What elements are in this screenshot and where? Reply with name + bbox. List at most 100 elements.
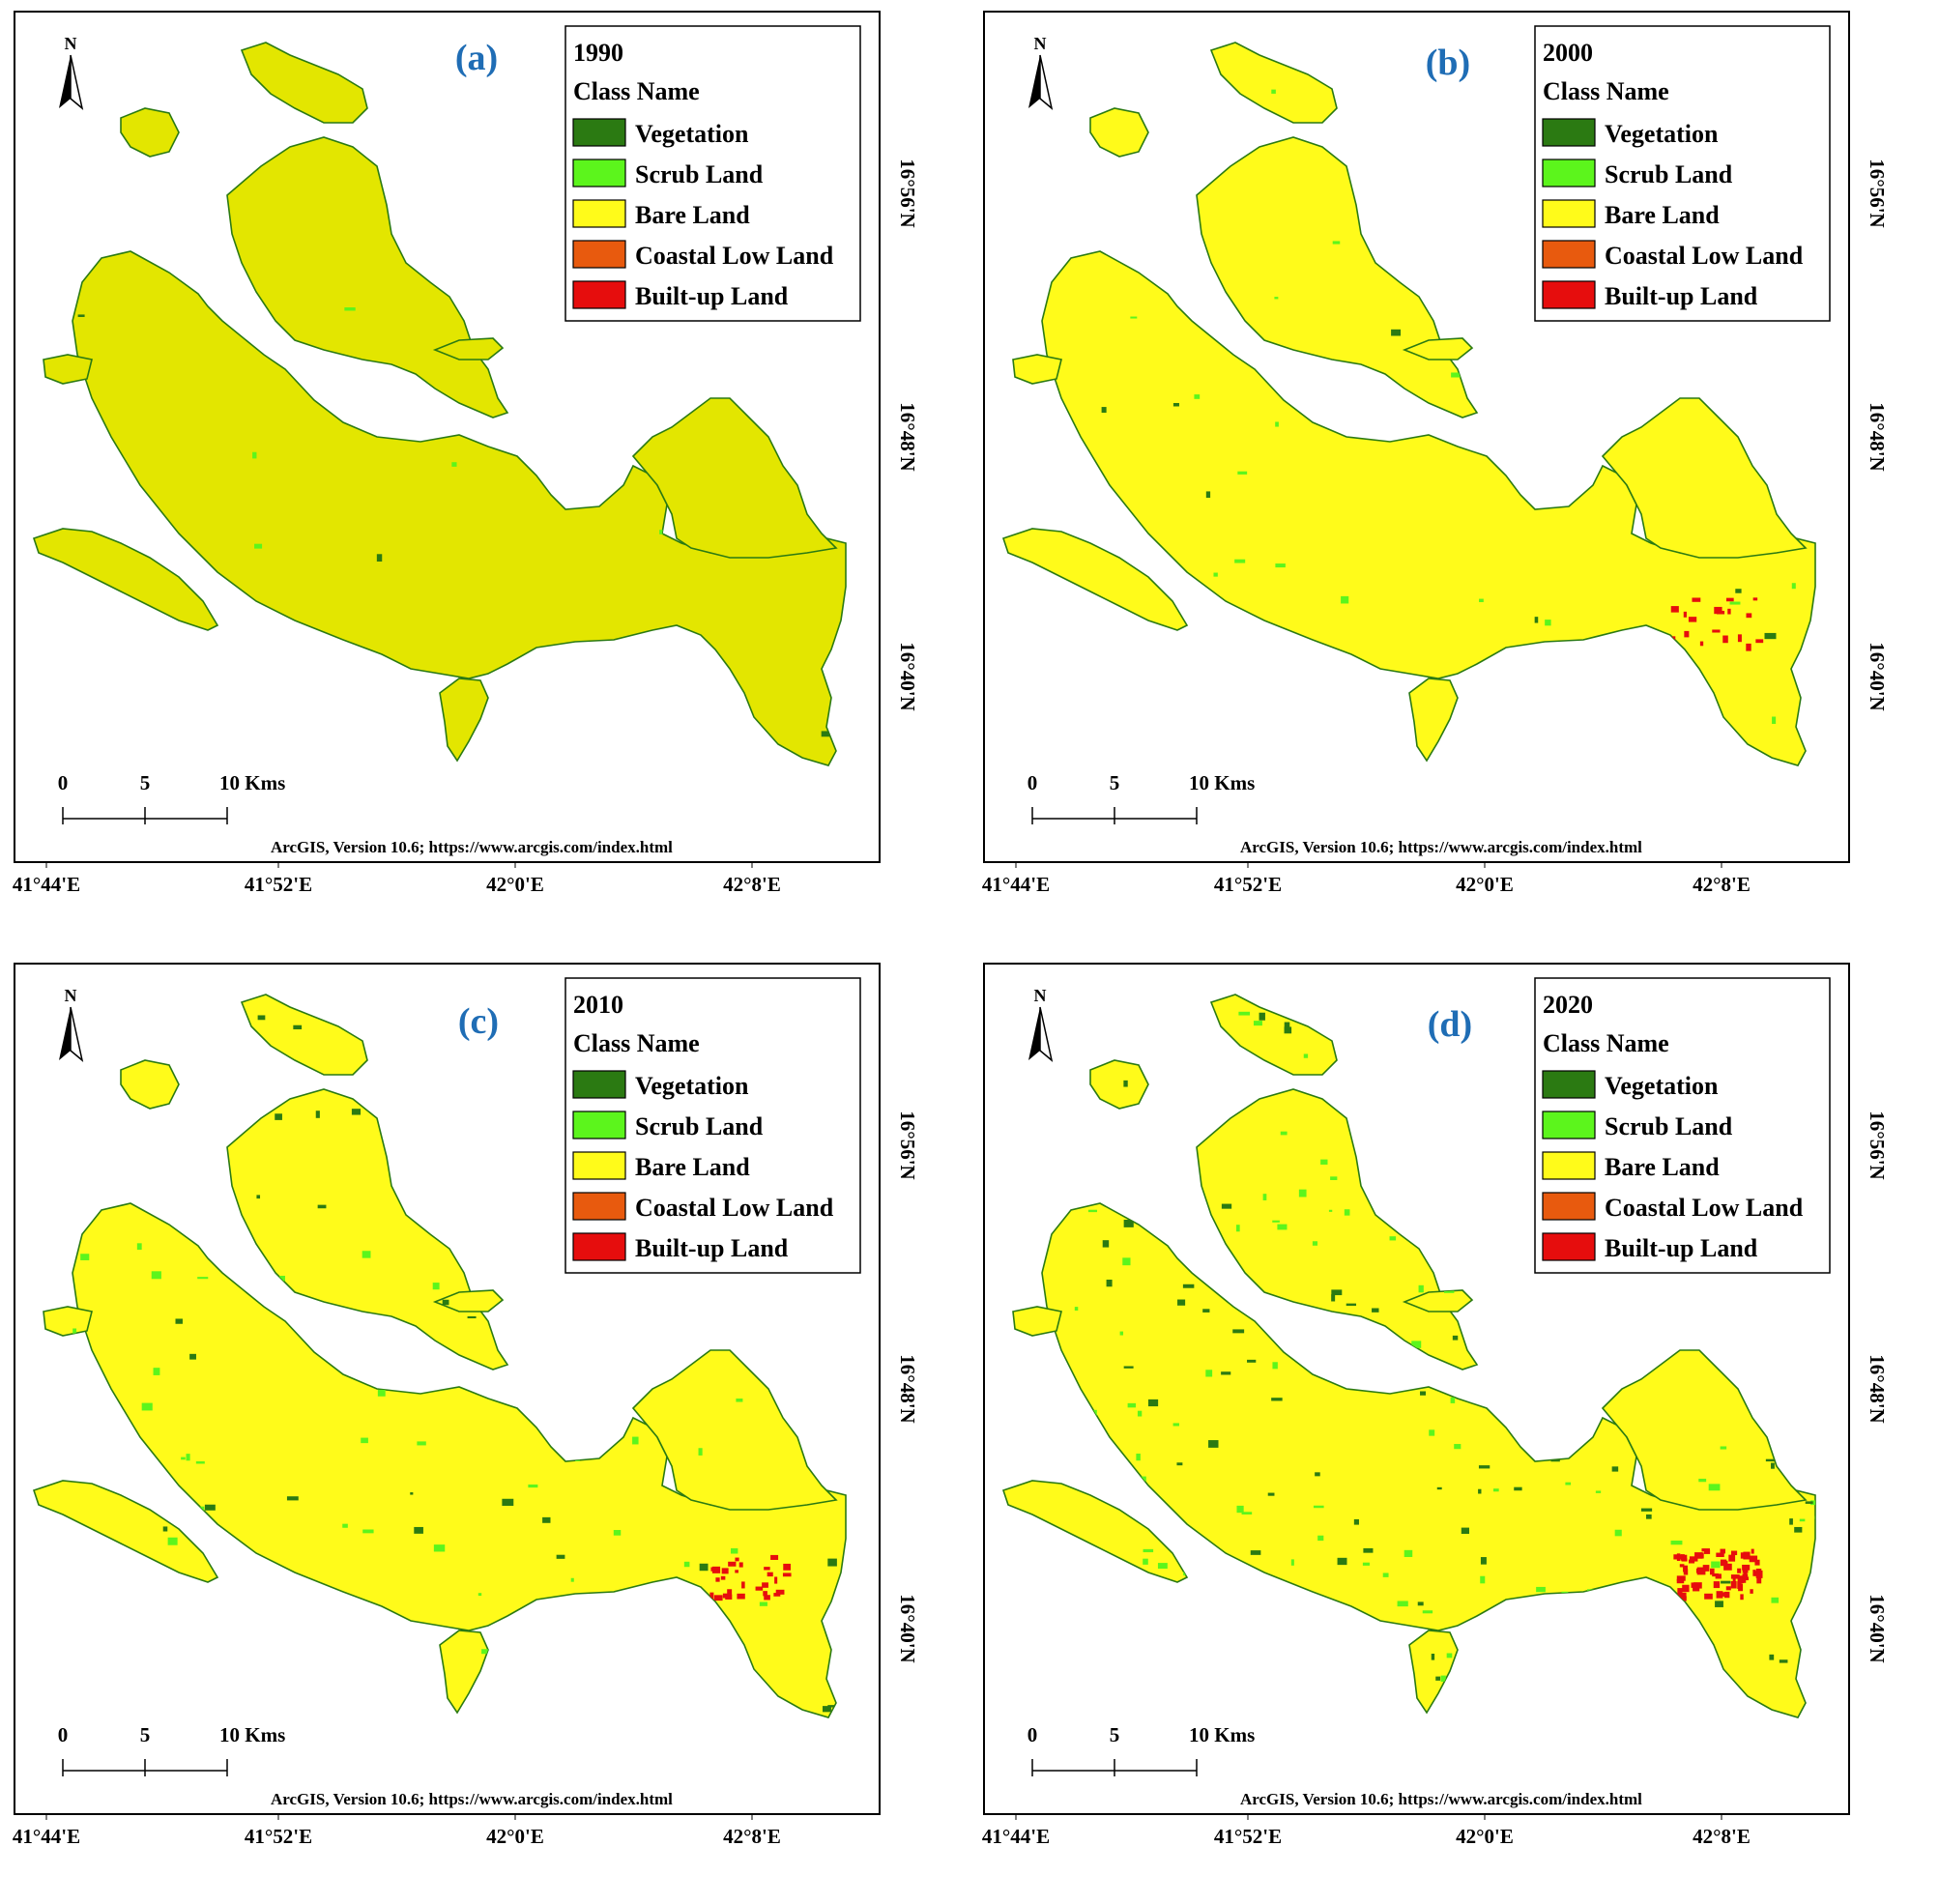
land-polygon [1012,1306,1062,1337]
legend-swatch-built-up-land [572,280,626,309]
legend-year: 2010 [573,991,623,1019]
scale-tick-5: 5 [140,771,151,794]
land-cover-layer [32,994,847,1718]
map-svg: N (c) 2010 Class Name Vegetation Scrub Land Ba… [13,963,919,1848]
north-label: N [1034,986,1047,1005]
longitude-tick: 41°44'E [13,873,80,896]
north-arrow-icon: N [59,34,84,110]
scale-bar: 0 5 10 Kms [1027,771,1255,824]
panel-letter: (b) [1426,43,1470,83]
legend-swatch-built-up-land [1542,1232,1596,1261]
legend-label-built-up-land: Built-up Land [1605,282,1758,310]
north-arrow-icon: N [1028,986,1054,1062]
north-label: N [65,34,77,53]
scale-tick-10: 10 Kms [219,1723,285,1746]
legend-year: 2020 [1543,991,1593,1019]
panel-letter: (a) [455,38,498,78]
longitude-tick: 42°0'E [486,873,544,896]
land-polygon [631,1349,838,1511]
land-polygon [1408,1630,1459,1715]
legend-swatch-built-up-land [572,1232,626,1261]
scale-tick-0: 0 [58,1723,69,1746]
legend: 2020 Class Name Vegetation Scrub Land Bare L… [1534,977,1831,1274]
legend-label-bare-land: Bare Land [635,201,750,229]
land-polygon [1402,1289,1474,1313]
north-arrow-icon: N [59,986,84,1062]
north-label: N [65,986,77,1005]
land-polygon [32,1480,219,1583]
land-polygon [1209,42,1338,124]
legend-swatch-coastal-low-land [1542,240,1596,269]
longitude-tick: 42°8'E [1693,873,1751,896]
legend: 1990 Class Name Vegetation Scrub Land Bare L… [564,25,861,322]
longitude-tick: 41°52'E [1214,1825,1282,1848]
land-polygon [1601,397,1808,559]
longitude-tick: 42°8'E [723,873,781,896]
land-polygon [1408,678,1459,763]
legend-year: 1990 [573,39,623,67]
longitude-tick: 41°44'E [982,1825,1050,1848]
latitude-tick: 16°40'N [1866,1594,1889,1662]
land-polygon [1041,250,1816,766]
longitude-tick: 41°44'E [13,1825,80,1848]
latitude-tick: 16°48'N [896,1354,919,1423]
legend-swatch-scrub-land [572,159,626,188]
land-polygon [226,1088,509,1370]
land-polygon [1402,337,1474,361]
latitude-tick: 16°40'N [1866,642,1889,710]
land-polygon [240,42,368,124]
map-svg: N (d) 2020 Class Name Vegetation Scrub Land Ba… [982,963,1889,1848]
map-svg: N (a) 1990 Class Name Vegetation Scrub Land Ba… [13,11,919,896]
legend-swatch-built-up-land [1542,280,1596,309]
land-polygon [72,250,847,766]
longitude-tick: 42°8'E [1693,1825,1751,1848]
land-cover-layer [1001,42,1816,766]
land-polygon [432,337,505,361]
scale-tick-0: 0 [58,771,69,794]
legend-swatch-scrub-land [1542,1111,1596,1140]
land-polygon [439,678,489,763]
legend: 2000 Class Name Vegetation Scrub Land Bare L… [1534,25,1831,322]
scale-tick-10: 10 Kms [219,771,285,794]
panel-letter: (d) [1428,1004,1472,1045]
legend-label-scrub-land: Scrub Land [635,160,764,188]
legend-label-scrub-land: Scrub Land [635,1112,764,1140]
land-polygon [32,528,219,631]
legend-label-vegetation: Vegetation [635,120,749,148]
attribution-text: ArcGIS, Version 10.6; https://www.arcgis… [1240,1790,1642,1808]
scale-bar: 0 5 10 Kms [58,1723,285,1776]
legend-swatch-bare-land [1542,1151,1596,1180]
latitude-tick: 16°48'N [1866,1354,1889,1423]
land-polygon [226,136,509,418]
north-label: N [1034,34,1047,53]
legend-swatch-coastal-low-land [1542,1192,1596,1221]
legend-label-vegetation: Vegetation [1605,1072,1719,1100]
legend-swatch-coastal-low-land [572,1192,626,1221]
land-polygon [1012,354,1062,385]
legend-label-coastal-low-land: Coastal Low Land [635,242,834,270]
legend-swatch-bare-land [1542,199,1596,228]
land-polygon [1089,107,1149,158]
longitude-tick: 42°0'E [1456,1825,1514,1848]
latitude-tick: 16°48'N [896,402,919,471]
land-polygon [240,994,368,1076]
legend-label-bare-land: Bare Land [1605,201,1720,229]
legend-label-built-up-land: Built-up Land [635,282,789,310]
legend-swatch-scrub-land [1542,159,1596,188]
scale-tick-0: 0 [1027,1723,1038,1746]
land-polygon [120,1059,180,1110]
latitude-tick: 16°56'N [1866,1111,1889,1179]
scale-tick-5: 5 [1110,771,1120,794]
legend-label-vegetation: Vegetation [1605,120,1719,148]
map-panel-b: N (b) 2000 Class Name Vegetation Scrub Land Ba… [970,0,1939,952]
latitude-tick: 16°48'N [1866,402,1889,471]
legend-swatch-bare-land [572,199,626,228]
land-polygon [631,397,838,559]
legend-swatch-vegetation [572,118,626,147]
land-polygon [120,107,180,158]
legend-label-vegetation: Vegetation [635,1072,749,1100]
legend-label-scrub-land: Scrub Land [1605,160,1733,188]
legend-label-scrub-land: Scrub Land [1605,1112,1733,1140]
latitude-tick: 16°40'N [896,1594,919,1662]
scale-bar: 0 5 10 Kms [58,771,285,824]
